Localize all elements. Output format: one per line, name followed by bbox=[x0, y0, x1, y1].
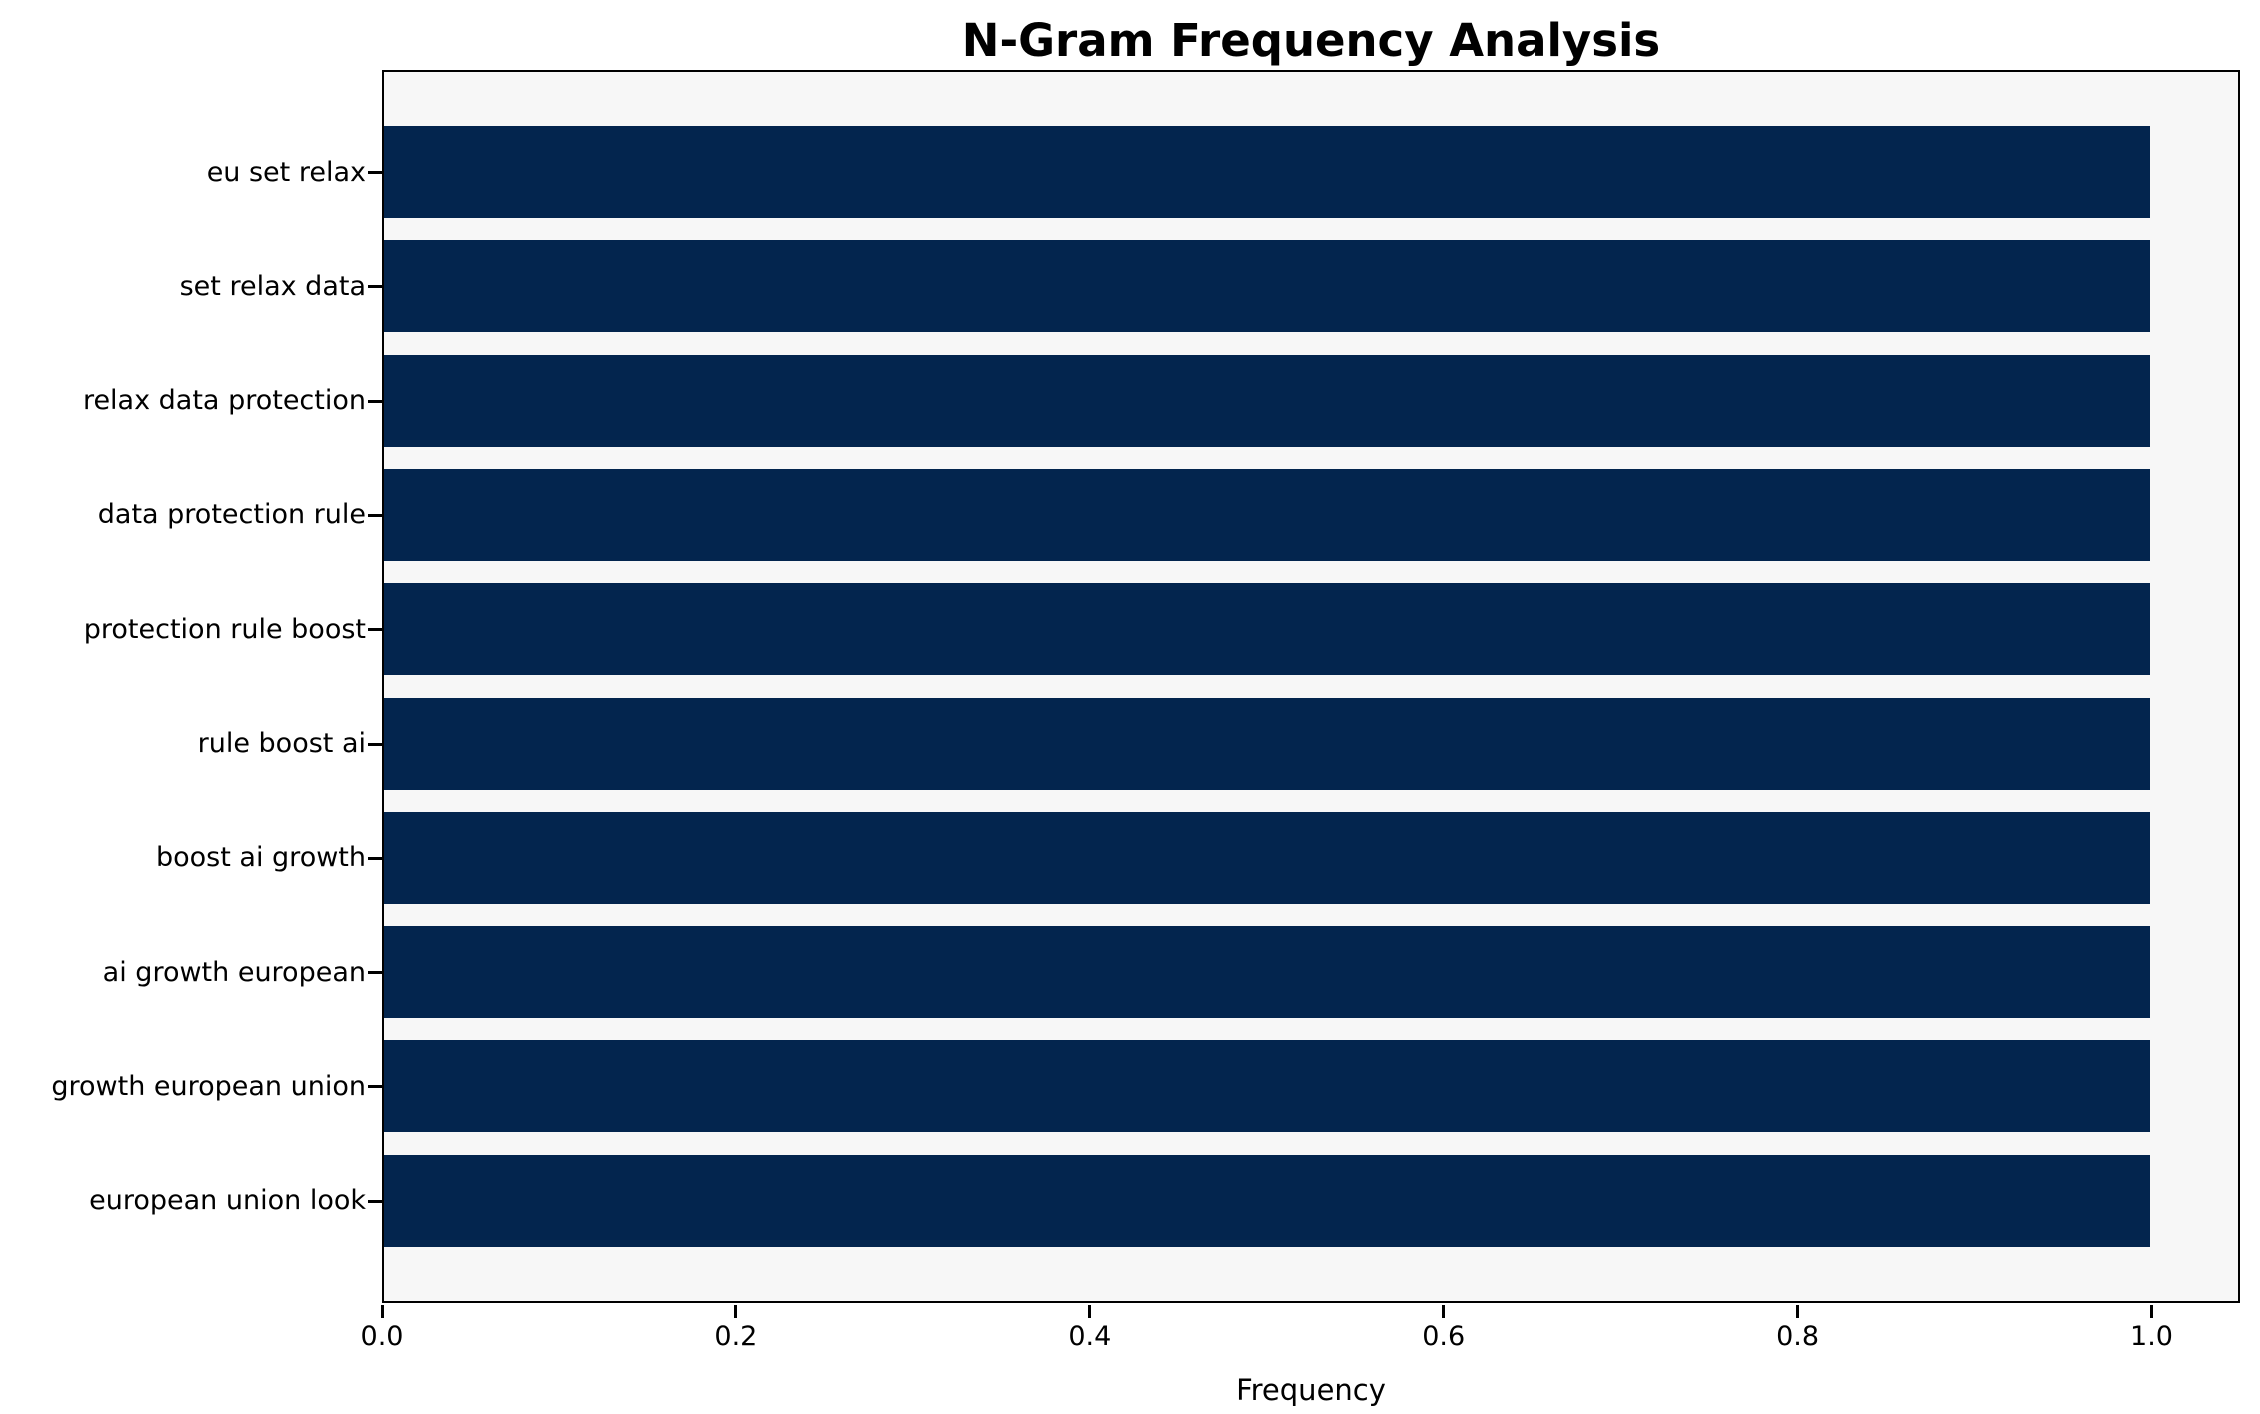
y-tick-label: data protection rule bbox=[97, 499, 366, 531]
y-tick-label: european union look bbox=[89, 1185, 366, 1217]
y-tick-label: rule boost ai bbox=[197, 728, 366, 759]
x-tick-mark bbox=[1796, 1305, 1800, 1318]
y-tick-mark bbox=[368, 285, 382, 289]
x-tick-label: 0.4 bbox=[1068, 1321, 1112, 1352]
bar bbox=[384, 240, 2150, 333]
bar bbox=[384, 126, 2150, 218]
y-tick-mark bbox=[368, 971, 382, 975]
chart-title: N-Gram Frequency Analysis bbox=[961, 14, 1661, 67]
bar bbox=[384, 1040, 2150, 1133]
y-tick-label: set relax data bbox=[179, 270, 366, 302]
y-tick-mark bbox=[368, 1085, 382, 1089]
bar bbox=[384, 583, 2150, 676]
x-tick-label: 0.0 bbox=[360, 1321, 404, 1352]
y-tick-mark bbox=[368, 628, 382, 632]
x-tick-label: 0.6 bbox=[1422, 1321, 1466, 1352]
x-tick-mark bbox=[2150, 1305, 2154, 1318]
x-axis-label: Frequency bbox=[1236, 1373, 1386, 1407]
x-tick-label: 0.8 bbox=[1776, 1321, 1820, 1352]
x-tick-label: 1.0 bbox=[2130, 1321, 2173, 1352]
bar bbox=[384, 926, 2150, 1019]
y-tick-label: ai growth european bbox=[102, 956, 366, 988]
y-tick-mark bbox=[368, 1199, 382, 1203]
bar bbox=[384, 354, 2150, 447]
y-tick-label: growth european union bbox=[51, 1070, 366, 1102]
y-tick-label: boost ai growth bbox=[156, 842, 366, 874]
bar bbox=[384, 468, 2150, 561]
y-tick-label: eu set relax bbox=[206, 156, 366, 188]
x-tick-mark bbox=[1442, 1305, 1446, 1318]
bar bbox=[384, 811, 2150, 904]
y-tick-mark bbox=[368, 856, 382, 860]
y-tick-label: protection rule boost bbox=[83, 613, 366, 645]
y-tick-mark bbox=[368, 742, 382, 746]
bar bbox=[384, 697, 2150, 790]
plot-area bbox=[382, 70, 2240, 1303]
x-tick-mark bbox=[734, 1305, 738, 1318]
x-tick-mark bbox=[1088, 1305, 1092, 1318]
bar bbox=[384, 1154, 2150, 1247]
y-tick-mark bbox=[368, 171, 382, 174]
y-tick-mark bbox=[368, 399, 382, 403]
x-tick-mark bbox=[380, 1305, 384, 1318]
y-tick-mark bbox=[368, 513, 382, 517]
y-tick-label: relax data protection bbox=[82, 385, 366, 417]
x-tick-label: 0.2 bbox=[714, 1321, 758, 1352]
